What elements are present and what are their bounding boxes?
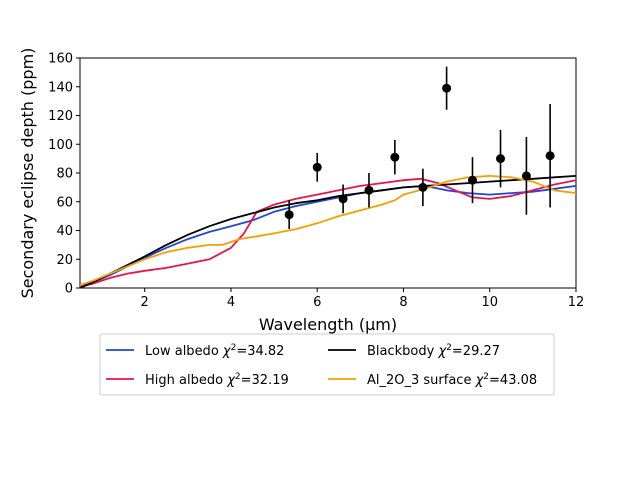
legend-label-0: Low albedo χ2=34.82 (145, 343, 284, 359)
series-line-0 (80, 185, 576, 288)
y-tick-label: 40 (56, 224, 73, 239)
data-point (496, 154, 506, 164)
data-point (442, 83, 452, 93)
x-axis-title: Wavelength (μm) (259, 315, 397, 334)
x-tick-label: 2 (141, 295, 149, 310)
x-tick-label: 12 (568, 295, 585, 310)
data-points (284, 66, 555, 230)
y-tick-label: 0 (65, 282, 73, 297)
y-tick-label: 160 (48, 52, 73, 67)
y-tick-label: 60 (56, 195, 73, 210)
data-point (418, 182, 428, 192)
y-tick-label: 20 (56, 253, 73, 268)
x-axis-ticks: 2 4 6 8 10 12 (141, 288, 585, 310)
model-curves (80, 175, 576, 288)
y-tick-label: 80 (56, 167, 73, 182)
data-point (521, 171, 531, 181)
y-tick-label: 140 (48, 80, 73, 95)
data-point (390, 152, 400, 162)
x-tick-label: 10 (481, 295, 498, 310)
legend-label-3: Al_2O_3 surface χ2=43.08 (367, 372, 537, 388)
x-tick-label: 6 (313, 295, 321, 310)
x-tick-label: 8 (399, 295, 407, 310)
series-line-1 (80, 177, 576, 288)
data-point (312, 162, 322, 172)
y-axis-title: Secondary eclipse depth (ppm) (18, 48, 37, 299)
data-point (545, 151, 555, 161)
legend-box (99, 333, 555, 396)
legend: Low albedo χ2=34.82 High albedo χ2=32.19 B… (99, 333, 555, 396)
y-tick-label: 100 (48, 138, 73, 153)
data-point (338, 194, 348, 204)
legend-label-1: High albedo χ2=32.19 (145, 372, 289, 388)
y-axis-ticks: 0 20 40 60 80 100 120 140 160 (48, 52, 80, 297)
series-line-2 (80, 175, 576, 288)
series-line-3 (80, 175, 576, 286)
data-point (364, 185, 374, 195)
x-tick-label: 4 (227, 295, 235, 310)
data-point (467, 175, 477, 185)
data-point (284, 210, 294, 220)
legend-label-2: Blackbody χ2=29.27 (367, 343, 500, 359)
y-tick-label: 120 (48, 109, 73, 124)
